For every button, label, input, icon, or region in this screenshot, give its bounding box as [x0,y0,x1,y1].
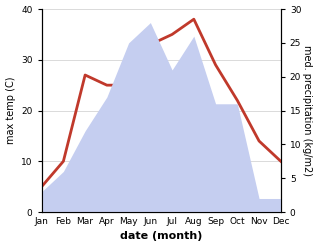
Y-axis label: med. precipitation (kg/m2): med. precipitation (kg/m2) [302,45,313,176]
Y-axis label: max temp (C): max temp (C) [5,77,16,144]
X-axis label: date (month): date (month) [120,231,203,242]
